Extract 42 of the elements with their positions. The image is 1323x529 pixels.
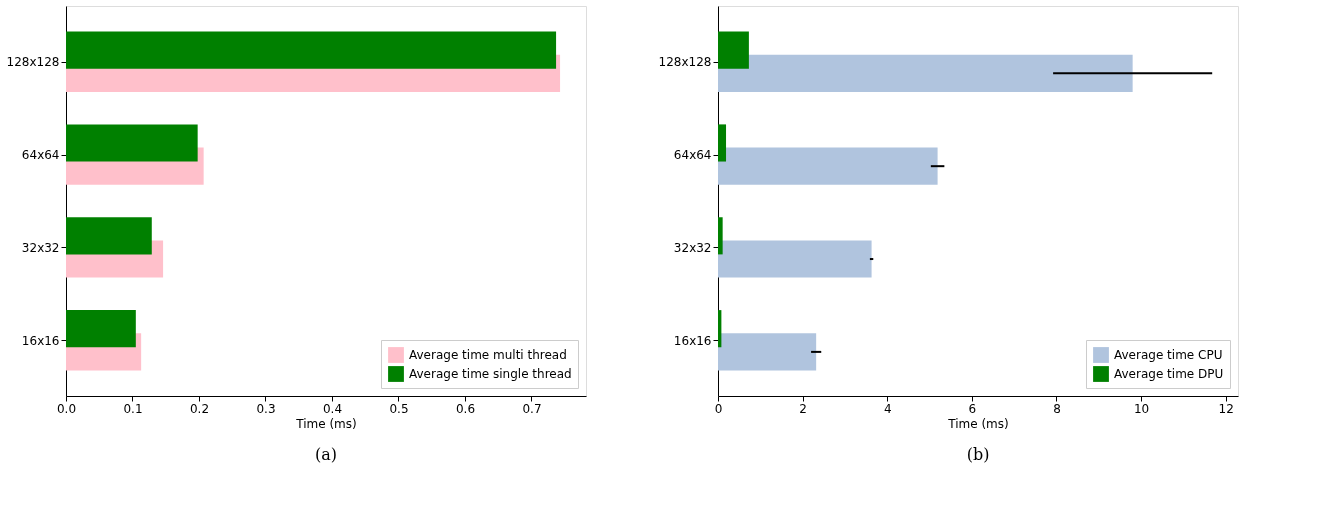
bar [718, 124, 727, 162]
x-tick-label: 0.6 [455, 401, 476, 416]
x-tick-label: 0.1 [123, 401, 143, 416]
x-tick-label: 4 [883, 401, 892, 416]
x-tick-label: 0.5 [389, 401, 409, 416]
x-tick-label: 2 [799, 401, 807, 416]
x-axis-title: Time (ms) [947, 416, 1009, 431]
x-tick-label: 0.4 [322, 401, 343, 416]
y-tick-label: 128x128 [658, 55, 712, 70]
legend-label: Average time single thread [409, 367, 572, 381]
x-tick-label: 8 [1053, 401, 1061, 416]
bar [66, 310, 136, 348]
bar [66, 217, 152, 255]
legend-label: Average time DPU [1114, 367, 1224, 381]
bar [66, 124, 198, 162]
y-tick-label: 32x32 [21, 240, 60, 255]
y-tick-label: 64x64 [673, 148, 712, 163]
legend-label: Average time CPU [1114, 348, 1223, 362]
bar [718, 333, 817, 371]
y-tick-label: 64x64 [21, 148, 60, 163]
text: (a) [314, 445, 338, 464]
legend-label: Average time multi thread [409, 348, 567, 362]
y-tick-label: 16x16 [673, 333, 712, 348]
x-axis-title: Time (ms) [295, 416, 357, 431]
bar [718, 147, 938, 185]
y-tick-label: 128x128 [6, 55, 60, 70]
bar [718, 217, 723, 255]
bar [66, 31, 557, 69]
text: (b) [966, 445, 990, 464]
x-tick-label: 0.3 [256, 401, 276, 416]
x-tick-label: 0 [714, 401, 723, 416]
x-tick-label: 12 [1218, 401, 1234, 416]
x-tick-label: 0.0 [56, 401, 77, 416]
y-tick-label: 16x16 [21, 333, 60, 348]
x-tick-label: 10 [1133, 401, 1150, 416]
x-tick-label: 0.7 [522, 401, 542, 416]
bar [718, 31, 749, 69]
bar [718, 240, 872, 278]
x-tick-label: 6 [968, 401, 977, 416]
bar [718, 54, 1133, 92]
x-tick-label: 0.2 [189, 401, 210, 416]
y-tick-label: 32x32 [673, 240, 712, 255]
